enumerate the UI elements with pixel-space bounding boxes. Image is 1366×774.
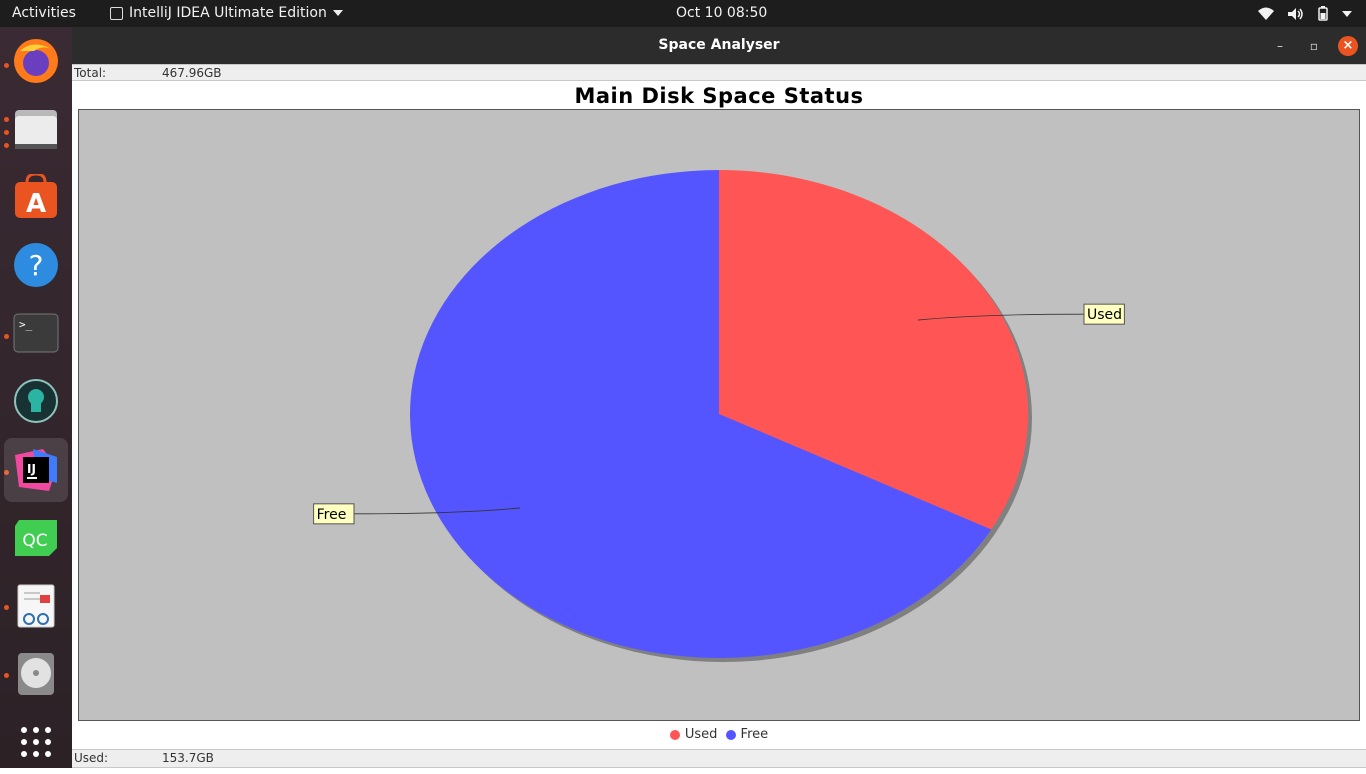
running-indicator: [4, 470, 9, 475]
used-label: Used:: [74, 751, 109, 765]
qt-creator-icon[interactable]: QC: [4, 506, 68, 570]
running-indicator: [4, 63, 9, 68]
slice-label-box: [313, 503, 355, 525]
activities-button[interactable]: Activities: [12, 5, 76, 21]
svg-text:A: A: [26, 189, 46, 219]
svg-text:QC: QC: [22, 531, 47, 551]
running-indicator: [4, 143, 9, 148]
software-center-icon[interactable]: A: [4, 165, 68, 229]
wifi-icon: [1258, 7, 1274, 20]
slice-label: Used: [1087, 307, 1122, 323]
help-icon[interactable]: ?: [4, 233, 68, 297]
app-menu[interactable]: IntelliJ IDEA Ultimate Edition: [110, 5, 343, 21]
total-value: 467.96GB: [162, 66, 222, 80]
slice-label-box: [1083, 303, 1125, 325]
chart-panel: Main Disk Space Status Used Free Used Fre…: [72, 83, 1366, 748]
window-titlebar[interactable]: Space Analyser – ▫ ×: [72, 27, 1366, 64]
pie-chart: Used Free: [313, 170, 1125, 662]
clock[interactable]: Oct 10 08:50: [676, 5, 768, 21]
top-bar: Activities IntelliJ IDEA Ultimate Editio…: [0, 0, 1366, 27]
svg-text:?: ?: [29, 249, 44, 282]
dock: A ? >_ IJ QC: [0, 27, 72, 768]
gitkraken-icon[interactable]: [4, 369, 68, 433]
chart-title: Main Disk Space Status: [574, 84, 864, 108]
legend-swatch: [725, 729, 736, 740]
running-indicator: [4, 117, 9, 122]
maximize-button[interactable]: ▫: [1309, 39, 1319, 53]
chevron-down-icon: [1342, 10, 1352, 17]
svg-text:IJ: IJ: [27, 462, 36, 476]
chevron-down-icon: [332, 10, 343, 16]
legend-item-used: Used: [669, 727, 718, 742]
terminal-icon[interactable]: >_: [4, 301, 68, 365]
running-indicator: [4, 605, 9, 610]
app-window: Space Analyser – ▫ × Total: 467.96GB Mai…: [72, 27, 1366, 768]
label-leader-line: [917, 313, 1085, 321]
app-menu-label: IntelliJ IDEA Ultimate Edition: [129, 5, 327, 21]
running-indicator: [4, 130, 9, 135]
legend-label: Used: [684, 727, 718, 742]
close-button[interactable]: ×: [1338, 36, 1358, 56]
pie-slice-used: [719, 170, 1028, 530]
slice-label: Free: [317, 507, 347, 523]
files-icon[interactable]: [4, 97, 68, 161]
document-viewer-icon[interactable]: [4, 574, 68, 638]
legend-item-free: Free: [725, 727, 769, 742]
running-indicator: [4, 673, 9, 678]
label-leader-line: [353, 507, 521, 515]
disks-icon[interactable]: [4, 642, 68, 706]
pie-slice-free: [410, 170, 992, 658]
app-menu-icon: [110, 6, 123, 20]
running-indicator: [4, 334, 9, 339]
system-tray[interactable]: [1258, 3, 1352, 24]
volume-icon: [1288, 7, 1303, 20]
used-value: 153.7GB: [162, 751, 214, 765]
plot-area: Used Free: [78, 109, 1360, 721]
minimize-button[interactable]: –: [1277, 39, 1283, 53]
show-apps-icon[interactable]: [4, 710, 68, 774]
total-bar: Total: 467.96GB: [72, 64, 1366, 81]
total-label: Total:: [74, 66, 107, 80]
battery-icon: [1318, 6, 1328, 21]
chart-legend: Used Free: [72, 727, 1366, 744]
window-title: Space Analyser: [658, 37, 780, 53]
firefox-icon[interactable]: [4, 29, 68, 93]
legend-label: Free: [740, 727, 769, 742]
legend-swatch: [669, 729, 680, 740]
intellij-icon[interactable]: IJ: [4, 438, 68, 502]
used-bar: Used: 153.7GB: [72, 749, 1366, 768]
svg-text:>_: >_: [19, 318, 33, 331]
